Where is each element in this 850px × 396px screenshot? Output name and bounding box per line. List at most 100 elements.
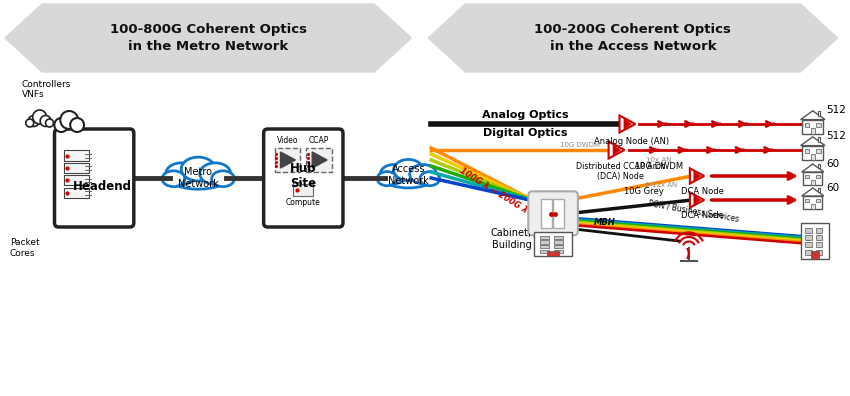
Bar [811, 154, 815, 160]
Bar [803, 196, 822, 209]
Text: DCA Node: DCA Node [682, 187, 724, 196]
Bar [816, 228, 822, 233]
Bar [818, 188, 819, 192]
Bar [275, 148, 300, 172]
Bar [811, 180, 815, 185]
Circle shape [54, 118, 68, 132]
Bar [817, 148, 820, 152]
Text: MBH: MBH [594, 218, 615, 227]
Text: 512: 512 [827, 131, 847, 141]
Polygon shape [801, 111, 825, 120]
FancyBboxPatch shape [529, 191, 578, 235]
Bar [819, 137, 820, 142]
Text: 10G DWDM: 10G DWDM [560, 142, 600, 148]
Polygon shape [428, 4, 837, 72]
Bar [801, 223, 829, 259]
Bar [811, 204, 815, 209]
Bar [805, 123, 809, 127]
Bar [805, 242, 812, 248]
Ellipse shape [200, 163, 230, 185]
Ellipse shape [410, 165, 437, 184]
Bar [64, 150, 88, 161]
FancyBboxPatch shape [264, 129, 343, 227]
Text: 60: 60 [827, 159, 840, 169]
Text: 100G λ → 200G λ: 100G λ → 200G λ [458, 166, 529, 215]
Ellipse shape [380, 165, 407, 184]
Text: Packet
Cores: Packet Cores [10, 238, 40, 258]
Text: 60: 60 [827, 183, 840, 193]
Polygon shape [620, 116, 635, 133]
Bar [806, 199, 809, 202]
Text: CCAP: CCAP [309, 136, 329, 145]
Text: 10G Grey: 10G Grey [625, 187, 664, 196]
Bar [802, 120, 824, 134]
Text: Headend: Headend [72, 179, 132, 192]
Bar [540, 240, 549, 244]
Polygon shape [690, 192, 704, 208]
Polygon shape [280, 152, 296, 168]
Bar [816, 199, 820, 202]
Circle shape [26, 119, 34, 127]
Bar [64, 175, 88, 185]
Text: Video: Video [277, 136, 298, 145]
Text: Analog Optics: Analog Optics [482, 110, 569, 120]
Polygon shape [312, 152, 327, 168]
Ellipse shape [171, 170, 225, 189]
Text: Access
Network: Access Network [388, 164, 428, 186]
Text: Distributed CCAP Arch
(DCA) Node: Distributed CCAP Arch (DCA) Node [575, 162, 666, 181]
Text: 512: 512 [827, 105, 847, 115]
Bar [554, 236, 564, 239]
Bar [818, 164, 819, 168]
Bar [541, 200, 552, 228]
Bar [805, 235, 812, 240]
Bar [64, 163, 88, 173]
Text: 6-12x AN: 6-12x AN [645, 182, 677, 188]
Ellipse shape [166, 163, 196, 185]
Text: Analog Node (AN): Analog Node (AN) [594, 137, 669, 146]
Polygon shape [802, 164, 824, 172]
Text: 100-800G Coherent Optics
in the Metro Network: 100-800G Coherent Optics in the Metro Ne… [110, 23, 307, 53]
Bar [547, 251, 558, 256]
Bar [802, 146, 824, 160]
Polygon shape [690, 168, 704, 184]
Bar [540, 236, 549, 239]
Bar [306, 148, 332, 172]
Ellipse shape [181, 157, 215, 181]
Bar [816, 235, 822, 240]
Ellipse shape [162, 171, 184, 187]
Bar [540, 249, 549, 253]
Bar [816, 242, 822, 248]
Circle shape [46, 119, 54, 127]
Bar [819, 111, 820, 116]
Text: ): ) [685, 248, 691, 261]
Bar [805, 249, 812, 255]
Bar [803, 172, 822, 185]
Text: Digital Optics: Digital Optics [483, 128, 568, 138]
Bar [816, 175, 820, 179]
Ellipse shape [212, 171, 235, 187]
Bar [540, 245, 549, 248]
Polygon shape [5, 4, 411, 72]
Bar [816, 249, 822, 255]
Circle shape [71, 118, 84, 132]
Bar [805, 148, 809, 152]
Circle shape [28, 116, 39, 126]
Text: DCA Node: DCA Node [682, 211, 724, 220]
Polygon shape [609, 141, 625, 158]
Polygon shape [801, 137, 825, 146]
Bar [554, 245, 564, 248]
Text: 100-200G Coherent Optics
in the Access Network: 100-200G Coherent Optics in the Access N… [535, 23, 731, 53]
Bar [293, 184, 313, 196]
Polygon shape [694, 196, 700, 204]
Circle shape [40, 116, 51, 126]
Text: PON / Business Services: PON / Business Services [648, 198, 740, 223]
Ellipse shape [377, 171, 397, 186]
Text: Compute: Compute [286, 198, 320, 207]
Circle shape [32, 110, 47, 124]
Text: Cabinet,
Building: Cabinet, Building [491, 228, 532, 250]
Bar [64, 188, 88, 198]
Circle shape [60, 111, 78, 129]
Text: Controllers
VNFs: Controllers VNFs [22, 80, 71, 99]
Bar [811, 251, 819, 259]
Bar [554, 240, 564, 244]
